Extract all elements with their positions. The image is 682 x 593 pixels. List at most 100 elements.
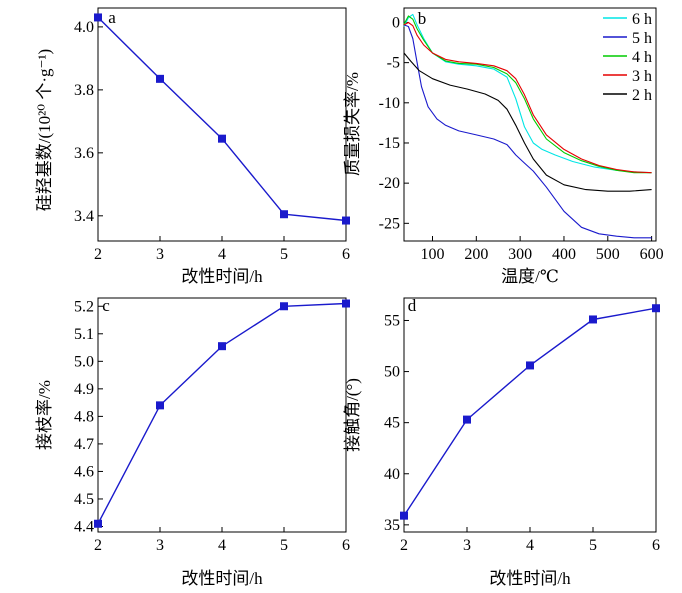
- x-tick-label: 2: [94, 537, 102, 554]
- x-tick-label: 4: [218, 246, 226, 263]
- x-axis-label-d: 改性时间/h: [489, 569, 571, 588]
- series-line: [97, 16, 347, 222]
- x-ticks-b: 100 200 300 400 500 600: [420, 236, 664, 263]
- y-tick-label: -20: [379, 175, 400, 192]
- x-tick-label: 5: [280, 537, 288, 554]
- x-tick-label: 2: [94, 246, 102, 263]
- series-line-5h: [403, 24, 652, 239]
- y-tick-label: 55: [384, 312, 400, 329]
- y-tick-label: 5.2: [74, 298, 94, 315]
- y-tick-label: 3.8: [74, 82, 94, 99]
- data-point-marker: [280, 210, 288, 219]
- panel-label-d: d: [408, 296, 417, 315]
- legend-label: 2 h: [632, 87, 652, 104]
- y-axis-label-d: 接触角/(°): [343, 378, 362, 452]
- y-ticks-b: 0 -5 -10 -15 -20 -25: [379, 14, 409, 232]
- y-tick-label: 5.0: [74, 353, 94, 370]
- x-ticks-d: 2 3 4 5 6: [400, 527, 660, 554]
- data-point-marker: [156, 74, 164, 83]
- x-tick-label: 600: [640, 246, 664, 263]
- y-tick-label: 0: [392, 14, 400, 31]
- data-point-marker: [218, 134, 226, 143]
- data-point-marker: [94, 519, 102, 528]
- panel-label-b: b: [418, 9, 427, 28]
- x-tick-label: 100: [420, 246, 444, 263]
- data-point-marker: [400, 511, 408, 520]
- series-b: [403, 13, 652, 239]
- y-axis-label-b: 质量损失率/%: [343, 72, 362, 176]
- y-tick-label: 4.7: [74, 436, 94, 453]
- series-c: [94, 299, 350, 528]
- series-d: [400, 304, 660, 520]
- series-line: [97, 302, 347, 525]
- x-tick-label: 6: [342, 537, 350, 554]
- x-tick-label: 500: [596, 246, 620, 263]
- y-ticks-c: 4.4 4.5 4.6 4.7 4.8 4.9 5.0 5.1 5.2: [74, 298, 103, 535]
- panel-c: c 2 3 4 5 6 4.4 4.5 4.6 4.7 4.8 4.9 5.0 5.1 5.2 改性时间…: [35, 296, 350, 588]
- plot-frame-d: [403, 297, 657, 533]
- x-tick-label: 5: [589, 537, 597, 554]
- y-tick-label: 4.4: [74, 518, 94, 535]
- y-tick-label: 4.9: [74, 381, 94, 398]
- x-tick-label: 3: [463, 537, 471, 554]
- data-point-marker: [218, 342, 226, 351]
- y-tick-label: 4.6: [74, 463, 94, 480]
- series-line-6h: [403, 13, 652, 174]
- y-tick-label: 35: [384, 517, 400, 534]
- y-tick-label: -15: [379, 135, 400, 152]
- data-point-marker: [156, 401, 164, 410]
- x-tick-label: 200: [464, 246, 488, 263]
- y-tick-label: 3.4: [74, 208, 94, 225]
- legend-label: 4 h: [632, 49, 652, 66]
- data-point-marker: [280, 302, 288, 311]
- x-axis-label-b: 温度/℃: [501, 267, 559, 286]
- y-tick-label: -25: [379, 215, 400, 232]
- data-point-marker: [463, 415, 471, 424]
- y-axis-label-a: 硅羟基数/(10²⁰ 个·g⁻¹): [35, 49, 54, 211]
- data-point-marker: [589, 315, 597, 324]
- y-tick-label: 40: [384, 466, 400, 483]
- data-point-marker: [526, 361, 534, 370]
- y-tick-label: 3.6: [74, 145, 94, 162]
- data-point-marker: [652, 304, 660, 313]
- x-tick-label: 4: [526, 537, 534, 554]
- data-point-marker: [342, 299, 350, 308]
- y-ticks-a: 3.4 3.6 3.8 4.0: [74, 19, 103, 225]
- x-axis-label-c: 改性时间/h: [181, 569, 263, 588]
- series-line: [403, 307, 657, 517]
- y-tick-label: -5: [387, 55, 400, 72]
- panel-label-a: a: [108, 8, 116, 27]
- x-tick-label: 400: [552, 246, 576, 263]
- series-line-2h: [403, 52, 652, 192]
- y-tick-label: 4.8: [74, 408, 94, 425]
- y-tick-label: 5.1: [74, 326, 94, 343]
- y-tick-label: 4.0: [74, 19, 94, 36]
- x-tick-label: 6: [652, 537, 660, 554]
- x-axis-label-a: 改性时间/h: [181, 267, 263, 286]
- x-tick-label: 5: [280, 246, 288, 263]
- x-tick-label: 3: [156, 537, 164, 554]
- x-tick-label: 4: [218, 537, 226, 554]
- legend-label: 6 h: [632, 11, 652, 28]
- series-a: [94, 13, 350, 225]
- data-point-marker: [342, 216, 350, 225]
- plot-frame-c: [97, 297, 347, 533]
- panel-label-c: c: [102, 296, 110, 315]
- y-tick-label: 45: [384, 415, 400, 432]
- x-tick-label: 3: [156, 246, 164, 263]
- panel-a: a 2 3 4 5 6 3.4 3.6 3.8 4.0 改性时间/h 硅羟基数/(10²⁰ 个…: [35, 7, 350, 286]
- y-tick-label: 50: [384, 364, 400, 381]
- plot-frame-a: [97, 7, 347, 242]
- series-line-4h: [403, 15, 652, 174]
- y-axis-label-c: 接枝率/%: [35, 380, 54, 450]
- legend-label: 3 h: [632, 68, 652, 85]
- x-tick-label: 2: [400, 537, 408, 554]
- x-ticks-c: 2 3 4 5 6: [94, 527, 350, 554]
- legend-b: 6 h 5 h 4 h 3 h 2 h: [603, 11, 652, 104]
- y-tick-label: -10: [379, 95, 400, 112]
- series-line-3h: [403, 21, 652, 174]
- x-tick-label: 300: [508, 246, 532, 263]
- y-tick-label: 4.5: [74, 491, 94, 508]
